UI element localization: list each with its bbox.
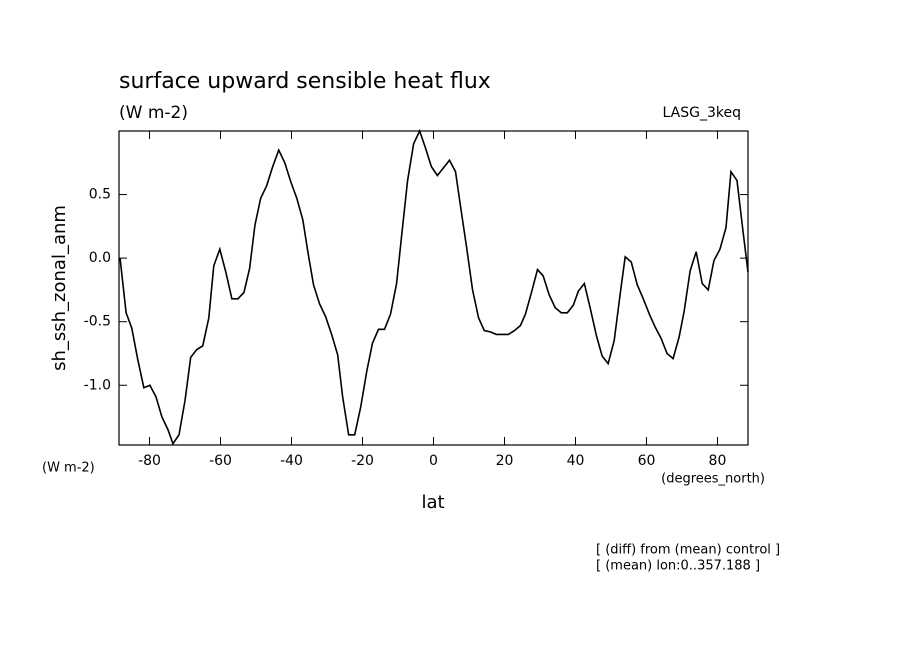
x-tick-label: 80: [709, 453, 727, 469]
x-tick-label: -20: [351, 453, 374, 469]
x-tick-label: 0: [429, 453, 438, 469]
y-tick-label: -0.5: [84, 314, 111, 330]
chart-title: surface upward sensible heat flux: [119, 69, 491, 94]
y-tick-label: -1.0: [84, 377, 111, 393]
y-tick-label: 0.0: [89, 250, 111, 266]
x-tick-label: 20: [496, 453, 514, 469]
x-units-label: (degrees_north): [661, 472, 765, 487]
x-tick-label: -80: [138, 453, 161, 469]
y-units-label: (W m-2): [42, 461, 95, 476]
data-line: [119, 128, 749, 446]
x-tick-label: 60: [638, 453, 656, 469]
y-tick-label: 0.5: [89, 187, 111, 203]
chart-subtitle: (W m-2): [119, 103, 188, 123]
note: [ (diff) from (mean) control ]: [596, 543, 780, 558]
source-label: LASG_3keq: [663, 105, 741, 121]
plot-frame: [118, 130, 749, 446]
x-tick-label: -40: [280, 453, 303, 469]
note: [ (mean) lon:0..357.188 ]: [596, 559, 760, 574]
y-axis-label: sh_ssh_zonal_anm: [49, 205, 70, 371]
x-axis-label: lat: [421, 492, 444, 513]
x-tick-label: 40: [567, 453, 585, 469]
x-tick-label: -60: [209, 453, 232, 469]
